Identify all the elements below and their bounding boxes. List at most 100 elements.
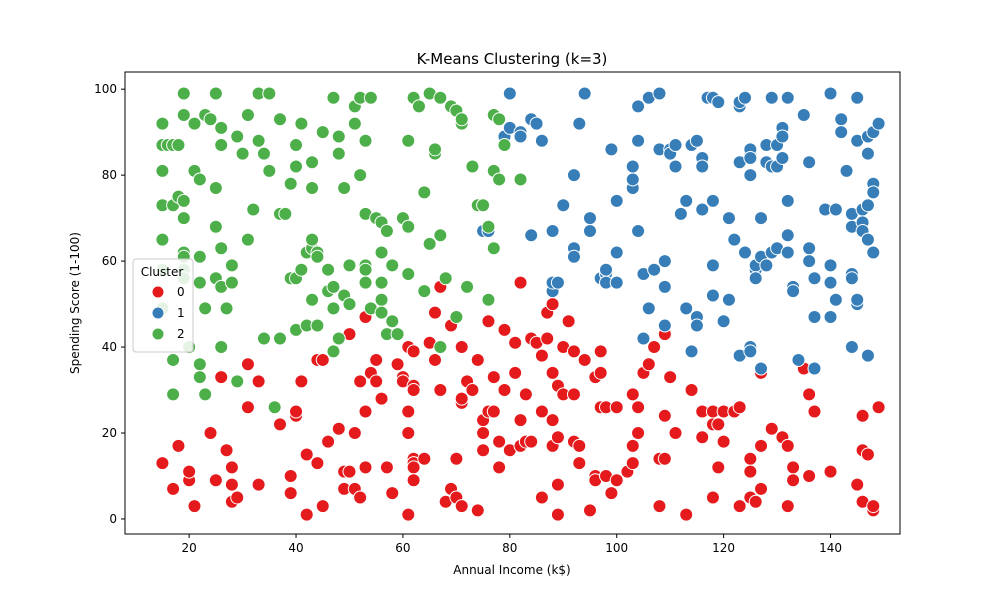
cluster-0-point [850,477,865,492]
cluster-0-point [454,499,469,514]
legend-marker-2 [151,327,165,341]
cluster-0-point [251,477,266,492]
cluster-1-point [834,125,849,140]
cluster-1-point [599,262,614,277]
cluster-0-point [743,451,758,466]
cluster-0-point [224,477,239,492]
x-tick-label: 120 [712,541,735,555]
cluster-0-point [294,374,309,389]
cluster-1-point [695,202,710,217]
y-tick-label: 60 [102,254,117,268]
cluster-1-point [844,271,859,286]
cluster-0-point [802,387,817,402]
cluster-2-point [256,331,271,346]
cluster-2-point [262,86,277,101]
cluster-1-point [721,292,736,307]
cluster-2-point [337,181,352,196]
cluster-1-point [823,258,838,273]
cluster-0-point [406,344,421,359]
cluster-2-point [246,202,261,217]
cluster-0-point [315,352,330,367]
cluster-0-point [545,297,560,312]
cluster-1-point [871,116,886,131]
cluster-0-point [379,460,394,475]
cluster-0-point [299,447,314,462]
cluster-0-point [534,490,549,505]
cluster-0-point [572,438,587,453]
cluster-0-point [353,374,368,389]
cluster-2-point [353,168,368,183]
cluster-2-point [267,400,282,415]
cluster-1-point [802,241,817,256]
cluster-2-point [465,159,480,174]
cluster-0-point [166,481,181,496]
legend-marker-1 [151,306,165,320]
cluster-0-point [748,494,763,509]
cluster-1-point [631,99,646,114]
cluster-2-point [305,155,320,170]
cluster-1-point [673,206,688,221]
cluster-1-point [604,142,619,157]
cluster-1-point [860,232,875,247]
cluster-2-point [192,357,207,372]
cluster-0-point [486,404,501,419]
cluster-1-point [657,318,672,333]
cluster-2-point [262,163,277,178]
cluster-1-point [529,116,544,131]
cluster-2-point [230,129,245,144]
cluster-1-point [641,301,656,316]
cluster-1-point [780,90,795,105]
cluster-2-point [492,112,507,127]
cluster-0-point [657,451,672,466]
cluster-0-point [492,460,507,475]
cluster-0-point [433,383,448,398]
cluster-1-point [502,86,517,101]
cluster-0-point [299,507,314,522]
cluster-1-point [513,129,528,144]
cluster-1-point [711,95,726,110]
cluster-0-point [780,499,795,514]
cluster-0-point [476,426,491,440]
cluster-2-point [358,133,373,148]
cluster-0-point [240,400,255,415]
cluster-2-point [176,193,191,208]
cluster-0-point [711,460,726,475]
y-axis-label: Spending Score (1-100) [68,232,82,374]
cluster-2-point [342,258,357,273]
cluster-1-point [823,309,838,324]
y-tick-label: 40 [102,340,117,354]
cluster-1-point [743,150,758,165]
cluster-0-point [321,434,336,449]
cluster-0-point [508,335,523,350]
cluster-2-point [310,249,325,264]
cluster-0-point [369,352,384,367]
y-tick-label: 80 [102,168,117,182]
cluster-0-point [534,348,549,363]
cluster-0-point [631,400,646,415]
cluster-0-point [219,443,234,458]
cluster-2-point [305,292,320,307]
y-tick-label: 20 [102,426,117,440]
cluster-1-point [860,348,875,363]
cluster-0-point [583,503,597,518]
cluster-0-point [374,391,389,406]
cluster-0-point [625,456,640,471]
cluster-2-point [155,116,170,131]
cluster-1-point [828,202,843,217]
cluster-0-point [566,387,581,402]
cluster-2-point [476,198,491,213]
cluster-0-point [358,460,373,475]
cluster-2-point [305,181,320,196]
x-tick-label: 20 [181,541,196,555]
cluster-0-point [406,383,421,398]
cluster-2-point [326,301,341,316]
legend: Cluster 0 1 2 [132,258,194,353]
cluster-2-point [208,86,223,101]
cluster-1-point [636,331,651,346]
cluster-0-point [780,438,795,453]
cluster-2-point [497,138,512,153]
cluster-1-point [583,211,597,226]
cluster-0-point [754,481,769,496]
